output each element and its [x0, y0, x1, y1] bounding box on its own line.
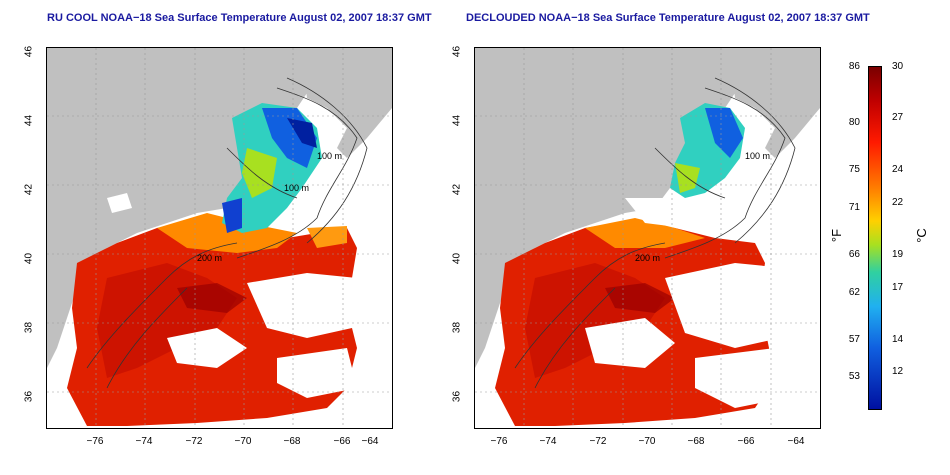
y-tick-label: 46 — [23, 45, 35, 58]
land-nova-scotia — [302, 58, 392, 158]
x-tick-label: −64 — [361, 436, 379, 447]
fahrenheit-unit-label: °F — [829, 228, 845, 243]
x-tick-label: −74 — [539, 436, 557, 447]
f-tick-label: 75 — [848, 164, 860, 175]
temperature-colorbar — [868, 66, 882, 410]
contour-label: 100 m — [317, 151, 343, 161]
y-tick-label: 36 — [23, 390, 35, 403]
land-mass — [47, 48, 392, 368]
x-tick-label: −66 — [737, 436, 755, 447]
y-tick-label: 44 — [451, 114, 463, 127]
y-tick-label: 38 — [23, 321, 35, 334]
c-tick-label: 14 — [892, 334, 904, 345]
x-tick-label: −72 — [589, 436, 607, 447]
cloud-patch — [665, 263, 785, 348]
x-tick-label: −68 — [283, 436, 301, 447]
x-tick-label: −70 — [234, 436, 252, 447]
y-tick-label: 46 — [451, 45, 463, 58]
c-tick-label: 22 — [892, 197, 904, 208]
contour-label: 100 m — [745, 151, 771, 161]
x-tick-label: −68 — [687, 436, 705, 447]
x-tick-label: −66 — [333, 436, 351, 447]
contour-label: 200 m — [635, 253, 661, 263]
x-tick-label: −74 — [135, 436, 153, 447]
contour-label: 200 m — [197, 253, 223, 263]
c-tick-label: 30 — [892, 61, 904, 72]
c-tick-label: 17 — [892, 282, 904, 293]
x-tick-label: −64 — [787, 436, 805, 447]
left-sst-map: 100 m 100 m 200 m — [46, 47, 393, 429]
f-tick-label: 66 — [848, 249, 860, 260]
y-tick-label: 42 — [451, 183, 463, 196]
x-tick-label: −72 — [185, 436, 203, 447]
f-tick-label: 62 — [848, 287, 860, 298]
f-tick-label: 86 — [848, 61, 860, 72]
y-tick-label: 40 — [451, 252, 463, 265]
x-tick-label: −76 — [490, 436, 508, 447]
f-tick-label: 57 — [848, 334, 860, 345]
y-tick-label: 36 — [451, 390, 463, 403]
celsius-unit-label: °C — [913, 228, 929, 243]
contour-label: 100 m — [284, 183, 310, 193]
c-tick-label: 19 — [892, 249, 904, 260]
land-nova-scotia — [730, 58, 820, 158]
y-tick-label: 38 — [451, 321, 463, 334]
left-panel-title: RU COOL NOAA−18 Sea Surface Temperature … — [47, 12, 432, 24]
f-tick-label: 80 — [848, 117, 860, 128]
c-tick-label: 27 — [892, 112, 904, 123]
x-tick-label: −76 — [86, 436, 104, 447]
f-tick-label: 53 — [848, 371, 860, 382]
c-tick-label: 12 — [892, 366, 904, 377]
f-tick-label: 71 — [848, 202, 860, 213]
y-tick-label: 42 — [23, 183, 35, 196]
c-tick-label: 24 — [892, 164, 904, 175]
x-tick-label: −70 — [638, 436, 656, 447]
cloud-patch — [247, 273, 357, 338]
y-tick-label: 40 — [23, 252, 35, 265]
right-panel-title: DECLOUDED NOAA−18 Sea Surface Temperatur… — [466, 12, 870, 24]
y-tick-label: 44 — [23, 114, 35, 127]
right-sst-map: 100 m 200 m — [474, 47, 821, 429]
